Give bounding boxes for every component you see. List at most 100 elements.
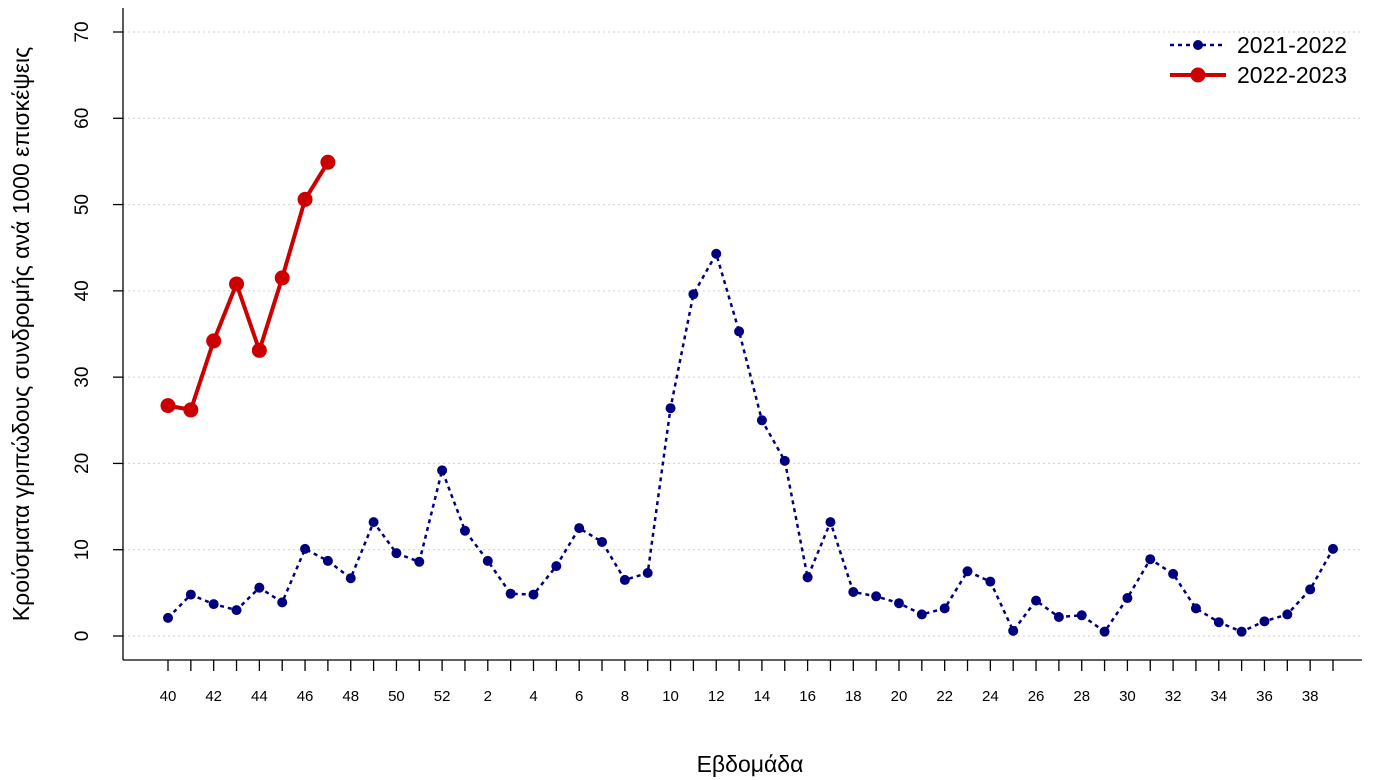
x-tick-label: 20	[891, 688, 908, 705]
legend-item-2021-2022: 2021-2022	[1170, 32, 1347, 58]
series-2021-2022-point	[985, 576, 996, 587]
legend-label-2022-2023: 2022-2023	[1237, 62, 1347, 88]
y-tick-label: 20	[72, 453, 93, 474]
x-tick-label: 34	[1210, 688, 1227, 705]
series-2021-2022-point	[688, 289, 699, 300]
y-tick-label: 60	[72, 108, 93, 129]
x-tick-label: 46	[297, 688, 314, 705]
series-2021-2022-point	[551, 561, 562, 572]
series-2021-2022-point	[254, 582, 265, 593]
y-tick-label: 70	[72, 21, 93, 42]
series-2021-2022-point	[1168, 568, 1179, 579]
series-2021-2022-point	[391, 548, 402, 559]
series-2021-2022-point	[231, 605, 242, 616]
legend-item-2022-2023: 2022-2023	[1170, 62, 1347, 88]
x-tick-label: 30	[1119, 688, 1136, 705]
gridlines	[123, 31, 1362, 637]
series-2021-2022-point	[185, 589, 196, 600]
series-2021-2022-point	[1328, 543, 1338, 554]
x-tick-label: 16	[799, 688, 816, 705]
legend-label-2021-2022: 2021-2022	[1237, 32, 1347, 58]
x-axis-title: Εβδομάδα	[697, 751, 804, 777]
series-2021-2022-point	[734, 326, 745, 337]
series-2021-2022-point	[1008, 625, 1019, 636]
series-2021-2022-point	[1236, 626, 1247, 637]
series-2021-2022-point	[574, 523, 585, 534]
series-2022-2023-point	[160, 398, 176, 414]
x-tick-label: 36	[1256, 688, 1273, 705]
series-2022-2023-point	[206, 333, 222, 349]
series-2021-2022-point	[711, 248, 722, 259]
series-2021-2022-point	[1053, 612, 1064, 623]
x-tick-label: 26	[1028, 688, 1045, 705]
series-2021-2022-point	[459, 525, 470, 536]
series-2021-2022-point	[1145, 554, 1156, 565]
series-2021-2022-point	[597, 536, 608, 547]
series-2021-2022-point	[1190, 603, 1201, 614]
series-2021-2022-point	[756, 415, 767, 426]
series-2021-2022-point	[1076, 610, 1087, 621]
legend-marker-2022-2023	[1190, 67, 1206, 83]
series-2022-2023-point	[297, 191, 313, 207]
legend-marker-2021-2022	[1193, 40, 1203, 50]
x-tick-label: 10	[662, 688, 679, 705]
x-tick-label: 28	[1073, 688, 1090, 705]
x-tick-label: 24	[982, 688, 999, 705]
x-tick-label: 12	[708, 688, 725, 705]
series-2021-2022-point	[642, 568, 653, 579]
series-2021-2022-line	[167, 252, 1335, 633]
x-tick-label: 22	[936, 688, 953, 705]
series-2021-2022-point	[825, 517, 836, 528]
series-2021-2022-point	[208, 599, 219, 610]
x-tick-label: 2	[484, 688, 492, 705]
x-tick-label: 38	[1302, 688, 1319, 705]
series-2022-2023-point	[320, 154, 336, 170]
series-2021-2022-point	[848, 586, 859, 597]
y-tick-label: 0	[72, 631, 93, 642]
series-2021-2022-point	[437, 465, 448, 476]
y-tick-label: 50	[72, 194, 93, 215]
series-2022-2023-point	[274, 270, 290, 286]
x-tick-label: 48	[342, 688, 359, 705]
x-axis-ticks: 40 42 44 46 48 50 52 2 4 6 8 10 12 14 16 18 20 22 24 26 28 30…	[160, 660, 1334, 705]
series-2021-2022-point	[505, 588, 516, 599]
y-axis-title: Κρούσματα γριπώδους συνδρομής ανά 1000 ε…	[8, 47, 34, 621]
series-2021-2022-point	[1259, 616, 1270, 627]
x-tick-label: 14	[754, 688, 771, 705]
y-tick-label: 10	[72, 539, 93, 560]
legend: 2021-2022 2022-2023	[1170, 32, 1347, 88]
series-2021-2022-point	[779, 455, 790, 466]
series-2021-2022-point	[802, 572, 813, 583]
series-2021-2022-point	[871, 591, 882, 602]
series-2021-2022-point	[528, 589, 539, 600]
series-2022-2023-line	[167, 161, 330, 412]
series-2021-2022-point	[619, 574, 630, 585]
x-tick-label: 50	[388, 688, 405, 705]
series-2021-2022-point	[1122, 593, 1133, 604]
series-2021-2022-point	[893, 598, 904, 609]
x-tick-label: 32	[1165, 688, 1182, 705]
series-2022-2023	[160, 154, 336, 418]
series-2022-2023-point	[229, 276, 245, 292]
series-2021-2022-point	[163, 612, 173, 623]
series-2022-2023-point	[183, 402, 199, 418]
series-2021-2022-point	[1031, 595, 1042, 606]
series-2021-2022-point	[962, 566, 973, 577]
series-2021-2022-point	[482, 555, 493, 566]
series-2021-2022-point	[1213, 617, 1224, 628]
series-2021-2022-point	[368, 517, 379, 528]
series-2021-2022-point	[300, 543, 311, 554]
series-2021-2022-point	[322, 555, 333, 566]
series-2021-2022-point	[1305, 584, 1316, 595]
series-2021-2022-point	[665, 403, 676, 414]
axes	[122, 8, 1362, 661]
series-layer	[160, 154, 1338, 637]
series-2021-2022-point	[1099, 626, 1110, 637]
y-tick-label: 30	[72, 367, 93, 388]
series-2021-2022-point	[939, 603, 950, 614]
series-2022-2023-point	[251, 342, 267, 358]
x-tick-label: 40	[160, 688, 177, 705]
y-axis-ticks: 0 10 20 30 40 50 60 70	[72, 21, 123, 641]
x-tick-label: 6	[575, 688, 583, 705]
